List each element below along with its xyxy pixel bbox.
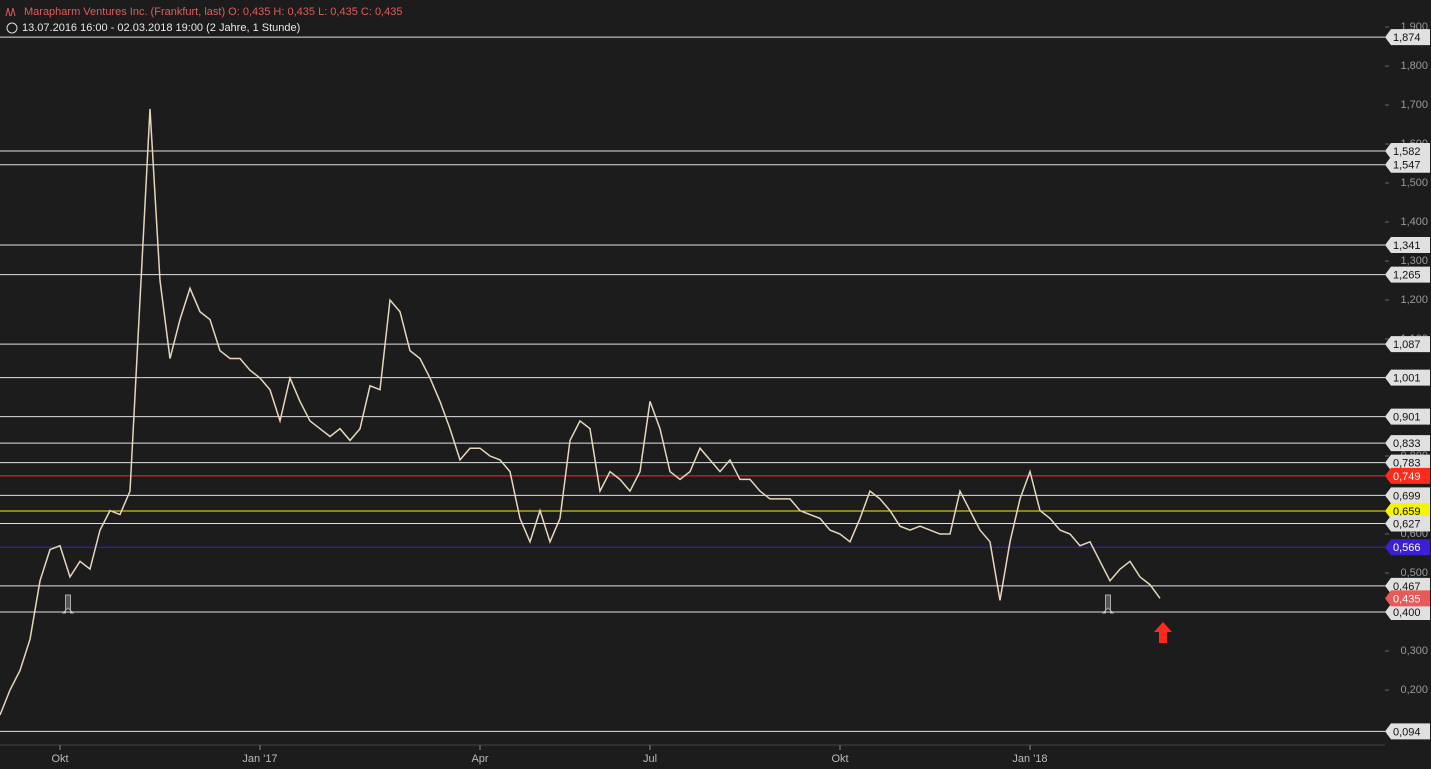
clock-icon	[6, 22, 18, 34]
y-tick-label: 1,300	[1400, 255, 1428, 267]
level-label: 1,001	[1393, 373, 1421, 385]
level-tag	[1385, 577, 1430, 594]
level-label: 0,566	[1393, 542, 1421, 554]
level-label: 0,435	[1393, 593, 1421, 605]
level-label: 1,265	[1393, 270, 1421, 282]
level-label: 1,341	[1393, 240, 1421, 252]
level-label: 1,547	[1393, 160, 1421, 172]
level-tag	[1385, 237, 1430, 254]
arrow-up-red	[1154, 622, 1172, 643]
level-tag	[1385, 266, 1430, 283]
level-label: 1,087	[1393, 339, 1421, 351]
level-label: 0,659	[1393, 506, 1421, 518]
level-label: 1,874	[1393, 32, 1421, 44]
level-tag	[1385, 408, 1430, 425]
level-tag	[1385, 143, 1430, 160]
y-tick-label: 1,500	[1400, 177, 1428, 189]
level-tag	[1385, 336, 1430, 353]
level-tag	[1385, 503, 1430, 520]
y-tick-label: 0,500	[1400, 567, 1428, 579]
level-label: 0,699	[1393, 490, 1421, 502]
arrow-up	[1101, 594, 1115, 614]
level-tag	[1385, 435, 1430, 452]
x-tick-label: Jan '17	[242, 753, 277, 765]
x-tick-label: Apr	[471, 753, 488, 765]
level-label: 0,749	[1393, 471, 1421, 483]
x-tick-label: Jul	[643, 753, 657, 765]
chart-title: Marapharm Ventures Inc. (Frankfurt, last…	[24, 6, 402, 18]
y-tick-label: 1,200	[1400, 294, 1428, 306]
level-tag	[1385, 454, 1430, 471]
price-line	[0, 108, 1161, 716]
level-tag	[1385, 467, 1430, 484]
x-tick-label: Okt	[831, 753, 848, 765]
level-tag	[1385, 487, 1430, 504]
level-tag	[1385, 369, 1430, 386]
level-label: 0,783	[1393, 458, 1421, 470]
level-label: 0,400	[1393, 607, 1421, 619]
y-tick-label: 0,300	[1400, 645, 1428, 657]
level-tag	[1385, 515, 1430, 532]
level-tag	[1385, 539, 1430, 556]
level-label: 0,833	[1393, 438, 1421, 450]
chart-subtitle: 13.07.2016 16:00 - 02.03.2018 19:00 (2 J…	[22, 22, 300, 34]
x-tick-label: Jan '18	[1012, 753, 1047, 765]
level-label: 0,627	[1393, 518, 1421, 530]
y-tick-label: 1,400	[1400, 216, 1428, 228]
chart-icon	[5, 7, 16, 17]
level-label: 1,582	[1393, 146, 1421, 158]
level-label: 0,467	[1393, 581, 1421, 593]
level-tag	[1385, 604, 1430, 621]
y-tick-label: 0,200	[1400, 684, 1428, 696]
level-tag	[1385, 156, 1430, 173]
level-tag	[1385, 29, 1430, 46]
level-label: 0,094	[1393, 726, 1421, 738]
level-tag	[1385, 723, 1430, 740]
x-tick-label: Okt	[51, 753, 68, 765]
level-label: 0,901	[1393, 412, 1421, 424]
arrow-up	[61, 594, 75, 614]
y-tick-label: 1,700	[1400, 99, 1428, 111]
y-tick-label: 1,800	[1400, 60, 1428, 72]
level-tag	[1385, 590, 1430, 607]
